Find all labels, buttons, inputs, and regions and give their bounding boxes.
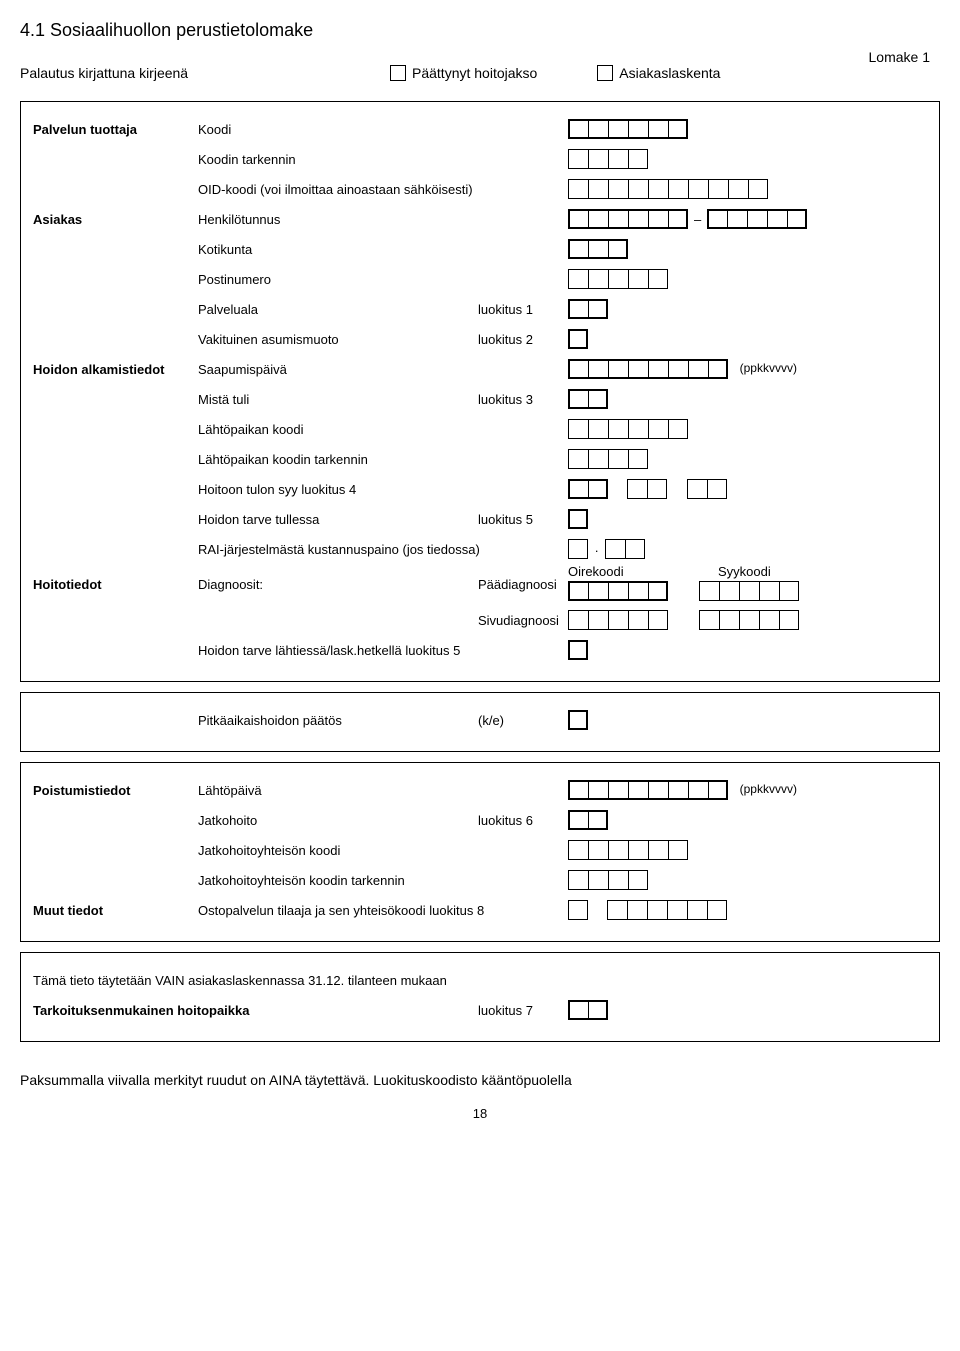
saapumispaiva-label: Saapumispäivä [198,362,478,377]
hetu-label: Henkilötunnus [198,212,478,227]
provider-code-input[interactable] [568,119,688,139]
jatkohoitoyhteiso-koodi-label: Jatkohoitoyhteisön koodi [198,843,478,858]
rai-input-2[interactable] [605,539,645,559]
pitkaaikaishoito-label: Pitkäaikaishoidon päätös [198,713,478,728]
oid-label: OID-koodi (voi ilmoittaa ainoastaan sähk… [198,182,568,197]
sivudiagnoosi-label: Sivudiagnoosi [478,613,568,628]
oid-input[interactable] [568,179,768,199]
hetu-separator: – [692,212,704,227]
palveluala-label: Palveluala [198,302,478,317]
hoitoon-syy-input-2[interactable] [627,479,667,499]
rai-input-1[interactable] [568,539,588,559]
oirekoodi-label: Oirekoodi [568,564,718,579]
jatkohoitoyhteiso-tarkennin-label: Jatkohoitoyhteisön koodin tarkennin [198,873,568,888]
ostopalvelu-input-1[interactable] [568,900,588,920]
client-count-checkbox[interactable] [597,65,613,81]
lahtopaiva-input[interactable] [568,780,728,800]
ended-care-label: Päättynyt hoitojakso [412,65,537,81]
asumismuoto-label: Vakituinen asumismuoto [198,332,478,347]
mista-tuli-input[interactable] [568,389,608,409]
tarve-lahtiessa-label: Hoidon tarve lähtiessä/lask.hetkellä luo… [198,643,568,658]
jatkohoitoyhteiso-koodi-input[interactable] [568,840,688,860]
hoidon-alkamistiedot-label: Hoidon alkamistiedot [33,362,198,377]
saapumispaiva-input[interactable] [568,359,728,379]
kotikunta-label: Kotikunta [198,242,478,257]
luokitus7-label: luokitus 7 [478,1003,568,1018]
poistumistiedot-label: Poistumistiedot [33,783,198,798]
hoitoon-syy-input-1[interactable] [568,479,608,499]
lahtopaikan-koodi-input[interactable] [568,419,688,439]
return-label: Palautus kirjattuna kirjeenä [20,65,390,81]
ke-label: (k/e) [478,713,568,728]
asiakaslaskenta-note: Tämä tieto täytetään VAIN asiakaslaskenn… [33,973,568,988]
ostopalvelu-input-2[interactable] [607,900,727,920]
page-title: 4.1 Sosiaalihuollon perustietolomake [20,20,940,41]
syykoodi-label: Syykoodi [718,564,898,579]
koodin-tarkennin-label: Koodin tarkennin [198,152,478,167]
luokitus3-label: luokitus 3 [478,392,568,407]
hetu-input-1[interactable] [568,209,688,229]
jatkohoito-input[interactable] [568,810,608,830]
diagnoosit-label: Diagnoosit: [198,577,478,592]
client-count-label: Asiakaslaskenta [619,65,720,81]
lahtopaiva-label: Lähtöpäivä [198,783,478,798]
postinumero-label: Postinumero [198,272,478,287]
koodin-tarkennin-input[interactable] [568,149,648,169]
ppkkvvvv-hint-2: (ppkkvvvv) [740,782,797,796]
footer-note: Paksummalla viivalla merkityt ruudut on … [20,1072,940,1088]
sivudiagnoosi-syy-input[interactable] [699,610,799,630]
tarve-tullessa-label: Hoidon tarve tullessa [198,512,478,527]
ostopalvelu-label: Ostopalvelun tilaaja ja sen yhteisökoodi… [198,903,568,918]
page-number: 18 [20,1106,940,1121]
rai-dot: . [592,540,602,555]
hetu-input-2[interactable] [707,209,807,229]
paadiagnoosi-oire-input[interactable] [568,581,668,601]
lahtopaikan-koodi-label: Lähtöpaikan koodi [198,422,478,437]
paadiagnoosi-label: Päädiagnoosi [478,577,568,592]
provider-label: Palvelun tuottaja [33,122,198,137]
ppkkvvvv-hint-1: (ppkkvvvv) [740,361,797,375]
form-number: Lomake 1 [20,49,930,65]
tarkoituksenmukainen-label: Tarkoituksenmukainen hoitopaikka [33,1003,313,1018]
kotikunta-input[interactable] [568,239,628,259]
ended-care-checkbox[interactable] [390,65,406,81]
koodi-label: Koodi [198,122,478,137]
mista-tuli-label: Mistä tuli [198,392,478,407]
luokitus5-label: luokitus 5 [478,512,568,527]
paadiagnoosi-syy-input[interactable] [699,581,799,601]
luokitus1-label: luokitus 1 [478,302,568,317]
postinumero-input[interactable] [568,269,668,289]
luokitus2-label: luokitus 2 [478,332,568,347]
luokitus6-label: luokitus 6 [478,813,568,828]
muut-tiedot-label: Muut tiedot [33,903,198,918]
hoitoon-syy-input-3[interactable] [687,479,727,499]
pitkaaikaishoito-input[interactable] [568,710,588,730]
tarkoituksenmukainen-input[interactable] [568,1000,608,1020]
tarve-tullessa-input[interactable] [568,509,588,529]
rai-label: RAI-järjestelmästä kustannuspaino (jos t… [198,542,568,557]
sivudiagnoosi-oire-input[interactable] [568,610,668,630]
hoitotiedot-label: Hoitotiedot [33,577,198,592]
asumismuoto-input[interactable] [568,329,588,349]
hoitoon-tulon-syy-label: Hoitoon tulon syy luokitus 4 [198,482,568,497]
lahtopaikan-tarkennin-label: Lähtöpaikan koodin tarkennin [198,452,478,467]
palveluala-input[interactable] [568,299,608,319]
tarve-lahtiessa-input[interactable] [568,640,588,660]
lahtopaikan-tarkennin-input[interactable] [568,449,648,469]
asiakas-label: Asiakas [33,212,198,227]
jatkohoitoyhteiso-tarkennin-input[interactable] [568,870,648,890]
jatkohoito-label: Jatkohoito [198,813,478,828]
